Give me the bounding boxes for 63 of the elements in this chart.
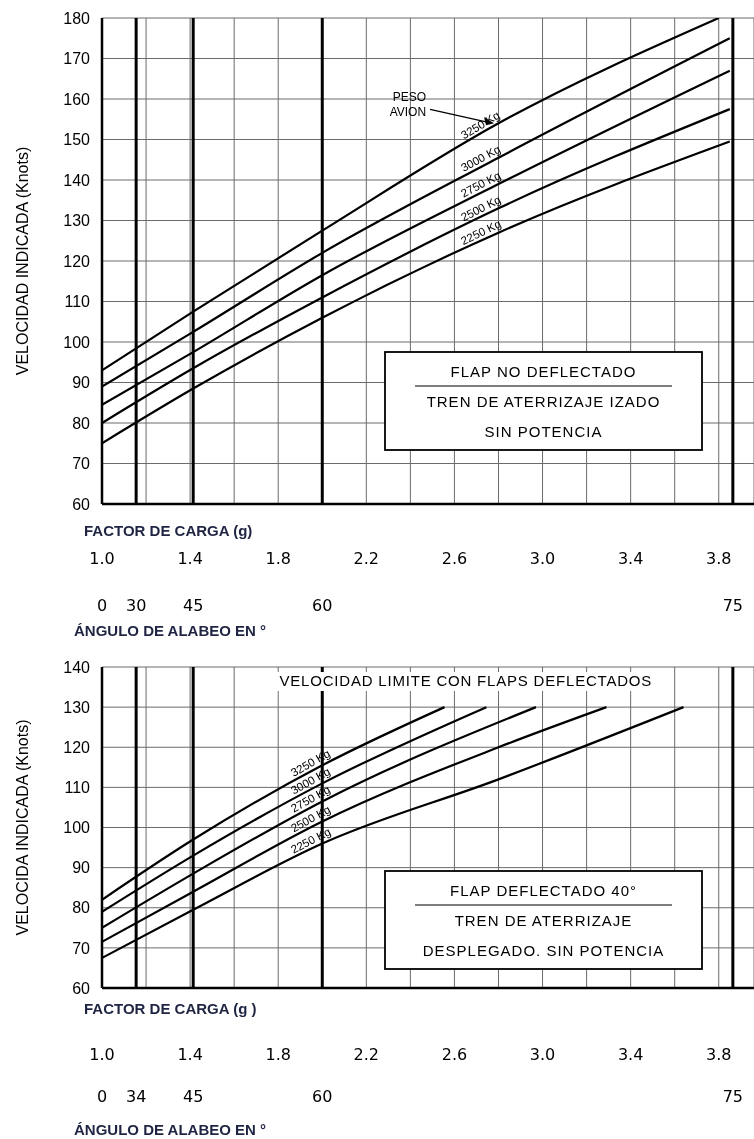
text: 60 (312, 596, 333, 615)
x-tick-label: 1.8 (265, 1045, 291, 1064)
x-tick-label: 1.4 (177, 1045, 203, 1064)
x-axis-title: FACTOR DE CARGA (g ) (84, 1000, 257, 1017)
annotation: TREN DE ATERRIZAJE (454, 912, 633, 929)
y-tick-label: 80 (72, 899, 91, 917)
y-tick-label: 170 (63, 50, 91, 68)
text: 75 (722, 1087, 744, 1106)
x-tick-label: 3.8 (706, 549, 732, 568)
annotation: TREN DE ATERRIZAJE IZADO (426, 393, 661, 410)
annotation: VELOCIDAD LIMITE CON FLAPS DEFLECTADOS (279, 672, 653, 689)
y-tick-label: 60 (72, 979, 91, 997)
y-tick-label: 70 (72, 939, 91, 957)
text: 30 (125, 596, 147, 615)
y-tick-label: 140 (63, 171, 91, 189)
x-axis-title: FACTOR DE CARGA (g) (84, 522, 253, 539)
x-tick-label: 2.6 (441, 549, 468, 568)
text: 3000 Kg (458, 142, 503, 174)
text: 60 (312, 1087, 333, 1106)
x-tick-label: 3.0 (529, 1045, 556, 1064)
x-tick-label: 1.0 (89, 549, 115, 568)
y-tick-label: 140 (63, 658, 91, 676)
text: 0 (96, 1087, 108, 1106)
text: 45 (183, 596, 204, 615)
x2-axis-title: ÁNGULO DE ALABEO EN ° (74, 1121, 267, 1138)
x-tick-label: 2.6 (441, 1045, 468, 1064)
annotation: DESPLEGADO. SIN POTENCIA (422, 942, 665, 959)
y-tick-label: 120 (63, 738, 91, 756)
x-tick-label: 3.4 (617, 549, 644, 568)
y-tick-label: 150 (63, 131, 91, 149)
x-tick-label: 1.8 (265, 549, 291, 568)
x-tick-label: 3.0 (529, 549, 556, 568)
annotation: FLAP NO DEFLECTADO (450, 363, 637, 380)
y-tick-label: 70 (72, 455, 91, 473)
x-tick-label: 2.2 (353, 549, 380, 568)
y-tick-label: 100 (63, 333, 91, 351)
x2-axis-title: ÁNGULO DE ALABEO EN ° (74, 622, 267, 639)
y-tick-label: 130 (63, 698, 91, 716)
text: 75 (722, 596, 744, 615)
x-tick-label: 1.4 (177, 549, 203, 568)
y-tick-label: 100 (63, 819, 91, 837)
y-tick-label: 110 (64, 293, 91, 311)
x-tick-label: 1.0 (89, 1045, 115, 1064)
text: 34 (125, 1087, 147, 1106)
y-tick-label: 180 (63, 9, 91, 27)
y-tick-label: 90 (72, 859, 91, 877)
x-tick-label: 3.4 (617, 1045, 644, 1064)
y-tick-label: 120 (63, 252, 91, 270)
y-tick-label: 60 (72, 495, 91, 513)
y-tick-label: 90 (72, 374, 91, 392)
y-tick-label: 130 (63, 212, 91, 230)
annotation: SIN POTENCIA (484, 423, 603, 440)
y-tick-label: 160 (63, 90, 91, 108)
y-tick-label: 80 (72, 414, 91, 432)
text: 0 (96, 596, 108, 615)
annotation: FLAP DEFLECTADO 40° (450, 882, 637, 899)
text: 45 (183, 1087, 204, 1106)
x-tick-label: 3.8 (706, 1045, 732, 1064)
y-axis-title: VELOCIDA INDICADA (Knots) (14, 719, 31, 936)
annotation: PESO AVION (389, 90, 427, 120)
y-axis-title: VELOCIDAD INDICADA (Knots) (14, 146, 31, 376)
y-tick-label: 110 (64, 779, 91, 797)
x-tick-label: 2.2 (353, 1045, 380, 1064)
